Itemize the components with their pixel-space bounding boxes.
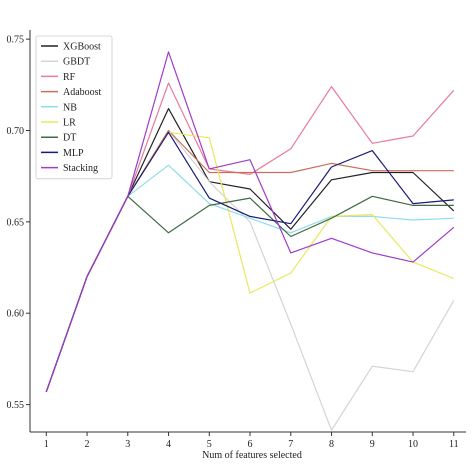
x-tick-label: 2 bbox=[85, 439, 90, 450]
x-tick-label: 9 bbox=[370, 439, 375, 450]
y-tick-label: 0.55 bbox=[7, 400, 25, 411]
x-tick-label: 8 bbox=[329, 439, 334, 450]
x-tick-label: 6 bbox=[248, 439, 253, 450]
legend-label-lr: LR bbox=[63, 118, 76, 129]
legend-label-rf: RF bbox=[63, 72, 76, 83]
legend-label-adaboost: Adaboost bbox=[63, 87, 102, 98]
y-tick-label: 0.75 bbox=[7, 35, 25, 46]
x-tick-label: 7 bbox=[288, 439, 293, 450]
legend-label-xgboost: XGBoost bbox=[63, 42, 101, 53]
y-tick-label: 0.70 bbox=[7, 126, 25, 137]
x-tick-label: 11 bbox=[449, 439, 459, 450]
y-tick-label: 0.60 bbox=[7, 309, 25, 320]
legend-label-stacking: Stacking bbox=[63, 163, 98, 174]
series-layer bbox=[45, 51, 455, 431]
x-tick-label: 5 bbox=[207, 439, 212, 450]
axes-layer: 0.55 0.60 0.65 0.70 0.75 1 2 3 4 5 6 7 8 9 10 11 bbox=[7, 30, 466, 450]
x-tick-label: 3 bbox=[125, 439, 130, 450]
x-tick-label: 10 bbox=[408, 439, 418, 450]
legend: XGBoost GBDT RF Adaboost NB LR DT MLP Stacking bbox=[35, 35, 113, 180]
y-tick-label: 0.65 bbox=[7, 217, 25, 228]
x-axis-label: Num of features selected bbox=[202, 450, 302, 461]
legend-label-gbdt: GBDT bbox=[63, 57, 90, 68]
legend-frame bbox=[35, 35, 113, 180]
legend-label-nb: NB bbox=[63, 102, 77, 113]
series-line-stacking bbox=[45, 51, 455, 393]
x-tick-label: 1 bbox=[44, 439, 49, 450]
legend-label-dt: DT bbox=[63, 133, 76, 144]
x-tick-label: 4 bbox=[166, 439, 171, 450]
legend-label-mlp: MLP bbox=[63, 148, 84, 159]
